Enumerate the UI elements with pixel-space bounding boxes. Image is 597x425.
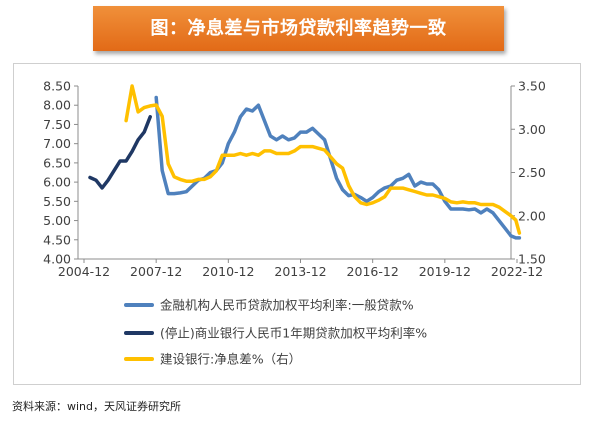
left-tick-label: 5.50 xyxy=(43,194,71,209)
series-line-3 xyxy=(124,84,522,235)
x-tick-label: 2013-12 xyxy=(274,264,326,279)
axes: 8.50 8.00 7.50 7.00 6.50 6.00 5.50 5.00 4.50 4.00… xyxy=(43,79,546,280)
source-note: 资料来源：wind，天风证券研究所 xyxy=(12,400,182,413)
right-tick-label: 3.50 xyxy=(518,79,546,94)
chart-title: 图：净息差与市场贷款利率趋势一致 xyxy=(93,6,504,51)
x-tick-label: 2016-12 xyxy=(347,264,399,279)
series-line-2 xyxy=(88,115,152,190)
legend-label: (停止)商业银行人民币1年期贷款加权平均利率% xyxy=(160,326,427,341)
left-tick-label: 5.00 xyxy=(43,213,71,228)
x-tick-label: 2004-12 xyxy=(58,264,110,279)
left-tick-label: 7.50 xyxy=(43,117,71,132)
legend: 金融机构人民币贷款加权平均利率:一般贷款% (停止)商业银行人民币1年期贷款加权平… xyxy=(124,298,427,367)
right-tick-label: 2.50 xyxy=(518,165,546,180)
left-tick-label: 4.50 xyxy=(43,232,71,247)
series-lines xyxy=(88,84,522,240)
legend-label: 建设银行:净息差%（右） xyxy=(160,352,301,367)
right-tick-label: 2.00 xyxy=(518,208,546,223)
left-tick-label: 7.00 xyxy=(43,136,71,151)
right-tick-label: 1.50 xyxy=(518,252,546,267)
x-tick-label: 2010-12 xyxy=(202,264,254,279)
left-tick-label: 8.00 xyxy=(43,98,71,113)
left-tick-label: 8.50 xyxy=(43,79,71,94)
x-tick-label: 2022-12 xyxy=(491,264,543,279)
chart-frame xyxy=(13,63,581,385)
left-tick-label: 6.50 xyxy=(43,155,71,170)
legend-label: 金融机构人民币贷款加权平均利率:一般贷款% xyxy=(160,298,414,313)
left-tick-label: 6.00 xyxy=(43,175,71,190)
line-chart: 8.50 8.00 7.50 7.00 6.50 6.00 5.50 5.00 4.50 4.00… xyxy=(43,79,546,367)
x-tick-label: 2019-12 xyxy=(419,264,471,279)
x-tick-label: 2007-12 xyxy=(130,264,182,279)
series-line-1 xyxy=(154,95,522,240)
left-tick-label: 4.00 xyxy=(43,252,71,267)
right-tick-label: 3.00 xyxy=(518,122,546,137)
